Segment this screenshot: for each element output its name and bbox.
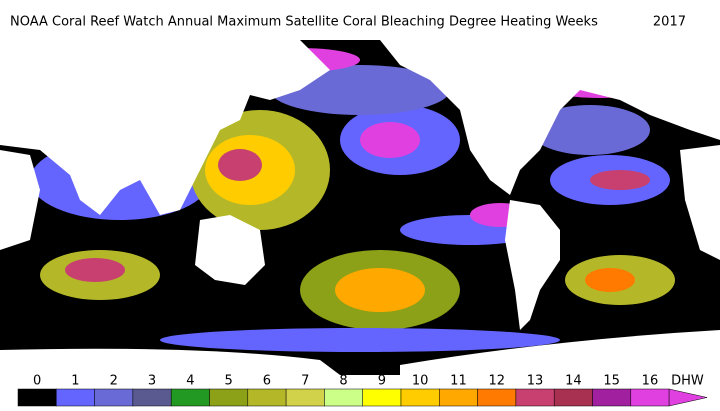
color-box	[324, 388, 363, 407]
heat-patch	[530, 105, 650, 155]
color-box	[56, 388, 95, 407]
heat-patch	[335, 268, 425, 312]
color-box	[515, 388, 555, 407]
tick-label: 4	[186, 374, 194, 389]
tick-label: 0	[33, 374, 41, 389]
color-box	[400, 388, 440, 407]
tick-label: 2	[110, 374, 118, 389]
tick-label: 13	[527, 374, 544, 389]
color-box	[362, 388, 402, 407]
tick-label: 6	[263, 374, 271, 389]
tick-label: 16	[642, 374, 659, 389]
tick-label: 9	[378, 374, 386, 389]
heat-patch	[360, 122, 420, 158]
color-box	[285, 388, 325, 407]
heat-patch	[590, 170, 650, 190]
heat-patch	[585, 268, 635, 292]
title: NOAA Coral Reef Watch Annual Maximum Sat…	[10, 15, 598, 30]
year: 2017	[653, 15, 686, 30]
color-box	[553, 388, 593, 407]
color-box	[170, 388, 210, 407]
heat-patch	[65, 258, 125, 282]
color-box	[439, 388, 478, 407]
tick-label: 7	[301, 374, 309, 389]
color-box	[477, 388, 517, 407]
heat-patch	[160, 328, 560, 352]
color-box	[209, 388, 249, 407]
color-box	[132, 388, 172, 407]
tick-label: 1	[71, 374, 79, 389]
colorbar: 0 1 2 3 4 5 6 7 8 9 10 11 12 13 14 15 16 DHW	[17, 374, 708, 407]
color-box	[247, 388, 287, 407]
color-box	[94, 388, 134, 407]
land	[0, 40, 720, 375]
tick-label: 3	[148, 374, 156, 389]
color-box	[17, 388, 57, 407]
color-box	[592, 388, 632, 407]
color-box	[630, 388, 670, 407]
tick-label: 11	[450, 374, 467, 389]
colorbar-arrow	[668, 388, 708, 407]
tick-label: 14	[565, 374, 582, 389]
unit-label: DHW	[671, 374, 704, 389]
tick-label: 12	[488, 374, 505, 389]
tick-label: 8	[339, 374, 347, 389]
map	[0, 40, 720, 375]
tick-label: 15	[603, 374, 620, 389]
tick-label: 5	[225, 374, 233, 389]
heat-patch	[218, 149, 262, 181]
tick-label: 10	[412, 374, 429, 389]
